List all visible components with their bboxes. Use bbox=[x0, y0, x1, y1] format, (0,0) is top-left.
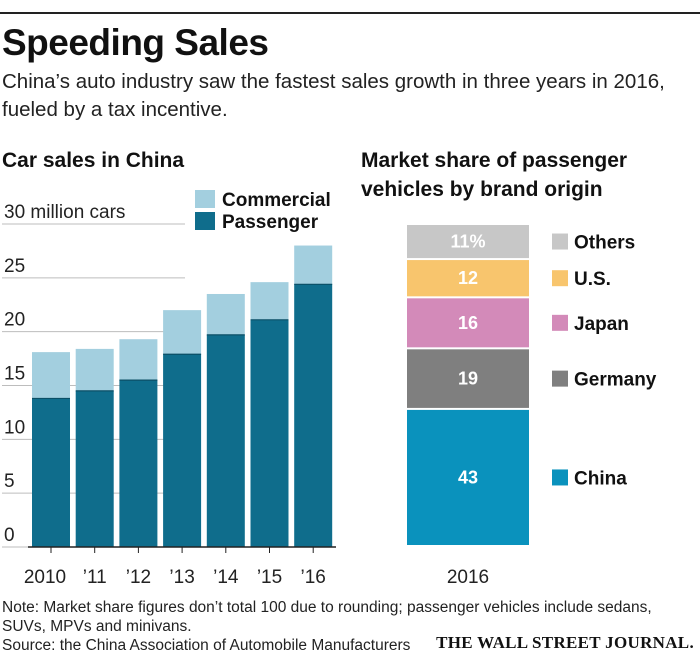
legend-swatch-others bbox=[552, 233, 568, 250]
bar-commercial bbox=[250, 282, 289, 320]
legend-label-us: U.S. bbox=[574, 269, 611, 290]
bar-commercial bbox=[32, 352, 70, 399]
segment-label-germany: 19 bbox=[458, 369, 478, 389]
y-tick-label: 15 bbox=[4, 364, 25, 385]
segment-others bbox=[407, 225, 529, 259]
legend-label-others: Others bbox=[574, 233, 635, 254]
y-tick-label: 10 bbox=[4, 417, 25, 438]
page-title: Speeding Sales bbox=[2, 22, 269, 63]
bar-passenger bbox=[32, 398, 70, 547]
bar-commercial bbox=[75, 348, 114, 391]
legend-label-germany: Germany bbox=[574, 370, 657, 391]
y-tick-label: 25 bbox=[4, 256, 25, 277]
x-tick-label: ’15 bbox=[257, 567, 282, 588]
legend-label-passenger: Passenger bbox=[222, 212, 319, 233]
page-subtitle: China’s auto industry saw the fastest sa… bbox=[2, 70, 665, 121]
legend-swatch-commercial bbox=[195, 190, 215, 208]
x-tick-label: 2016 bbox=[447, 567, 489, 588]
bar-commercial bbox=[163, 310, 202, 355]
bar-passenger bbox=[250, 319, 289, 547]
bar-commercial bbox=[119, 339, 158, 381]
segment-label-china: 43 bbox=[458, 467, 478, 487]
x-tick-label: ’14 bbox=[213, 567, 239, 588]
charts-canvas: 30 million cars 25 20 15 10 5 0 2010 ’11 ’12 ’13 ’1… bbox=[2, 190, 657, 588]
legend-label-commercial: Commercial bbox=[222, 190, 331, 211]
bar-passenger bbox=[163, 354, 202, 547]
segment-china bbox=[407, 409, 529, 545]
y-tick-label: 0 bbox=[4, 525, 15, 546]
top-rule bbox=[0, 12, 700, 14]
legend-swatch-us bbox=[552, 270, 568, 287]
legend-swatch-japan bbox=[552, 314, 568, 331]
legend-label-japan: Japan bbox=[574, 314, 629, 335]
chart-title-car-sales: Car sales in China bbox=[2, 149, 185, 172]
segment-label-us: 12 bbox=[458, 268, 478, 288]
y-tick-label: 20 bbox=[4, 310, 25, 331]
bar-passenger bbox=[119, 380, 158, 547]
chart-title-market-share: Market share of passenger vehicles by br… bbox=[361, 149, 628, 201]
legend-swatch-china bbox=[552, 469, 568, 486]
segment-germany bbox=[407, 349, 529, 408]
x-tick-label: 2010 bbox=[24, 567, 66, 588]
x-tick-label: ’13 bbox=[169, 567, 194, 588]
bar-commercial bbox=[294, 245, 333, 285]
legend-swatch-passenger bbox=[195, 212, 215, 230]
x-tick-label: ’16 bbox=[301, 567, 326, 588]
segment-japan bbox=[407, 298, 529, 348]
y-tick-label: 5 bbox=[4, 471, 15, 492]
footnote: Note: Market share figures don’t total 1… bbox=[2, 599, 652, 635]
source-line: Source: the China Association of Automob… bbox=[2, 637, 411, 654]
y-tick-label: 30 million cars bbox=[4, 202, 125, 223]
segment-us bbox=[407, 260, 529, 297]
bar-passenger bbox=[75, 390, 114, 547]
bar-commercial bbox=[206, 293, 245, 335]
x-tick-label: ’12 bbox=[126, 567, 151, 588]
wsj-logo: THE WALL STREET JOURNAL. bbox=[436, 633, 694, 652]
x-tick-label: ’11 bbox=[83, 567, 107, 588]
segment-label-japan: 16 bbox=[458, 313, 478, 333]
segment-label-others: 11% bbox=[450, 232, 485, 252]
bar-passenger bbox=[206, 334, 245, 547]
legend-swatch-germany bbox=[552, 370, 568, 387]
bar-passenger bbox=[294, 284, 333, 547]
legend-label-china: China bbox=[574, 468, 627, 489]
